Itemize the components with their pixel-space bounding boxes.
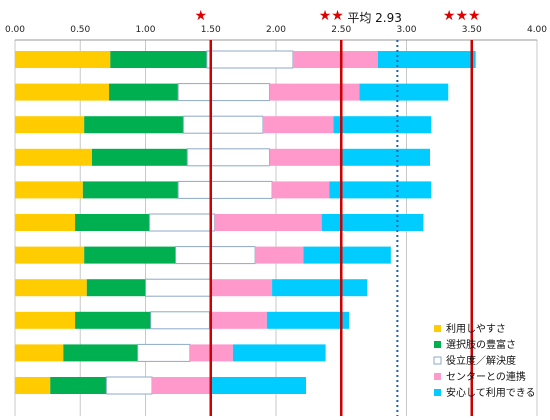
- bar-segment: [15, 116, 85, 134]
- x-axis-ticks: 0.00 0.50 1.00 1.50 2.00 2.50 3.00 3.50 4.00: [5, 25, 547, 35]
- bar-segment: [15, 83, 109, 101]
- bar-segment: [15, 279, 87, 297]
- bar-segment: [105, 376, 153, 395]
- bar-segment: [15, 344, 64, 362]
- bar-segment: [333, 116, 432, 134]
- bar-segment: [145, 278, 212, 297]
- bar-segment: [15, 246, 85, 264]
- bar-segment: [269, 83, 360, 101]
- bar-segment: [329, 181, 432, 199]
- legend-swatch: [433, 356, 442, 365]
- bar-segment: [359, 83, 449, 101]
- x-tick-label: 4.00: [527, 25, 547, 35]
- bar-segment: [232, 344, 326, 362]
- legend-swatch: [434, 373, 441, 380]
- bar-segment: [15, 148, 92, 166]
- bar-segment: [303, 246, 391, 264]
- bar-segment: [15, 51, 111, 68]
- bar-segment: [108, 83, 179, 101]
- x-tick-label: 3.00: [396, 25, 416, 35]
- bar-segment: [266, 311, 350, 329]
- legend-label: 選択肢の豊富さ: [446, 338, 516, 351]
- bar-segment: [148, 213, 216, 232]
- bar-segment: [292, 51, 378, 68]
- bar-segment: [82, 181, 179, 199]
- bar-segment: [210, 279, 273, 297]
- legend-label: 安心して利用できる: [446, 386, 536, 399]
- x-tick-label: 1.50: [201, 25, 221, 35]
- bar-segment: [84, 246, 176, 264]
- bar-segment: [269, 148, 340, 166]
- bar-segment: [91, 148, 188, 166]
- bar-segment: [272, 181, 330, 199]
- x-tick-label: 0.00: [5, 25, 25, 35]
- average-label: 平均 2.93: [347, 11, 402, 25]
- bar-segment: [152, 377, 211, 394]
- legend-swatch: [434, 341, 441, 348]
- bar-segment: [255, 246, 304, 264]
- bars: [15, 50, 476, 395]
- bar-segment: [262, 116, 334, 134]
- legend-label: センターとの連携: [446, 370, 526, 383]
- x-tick-label: 2.00: [266, 25, 286, 35]
- bar-segment: [175, 246, 256, 265]
- bar-segment: [377, 51, 476, 68]
- bar-segment: [182, 115, 264, 134]
- legend-swatch: [434, 389, 441, 396]
- x-tick-label: 0.50: [70, 25, 90, 35]
- bar-segment: [209, 311, 267, 329]
- star-icon: ★★★: [443, 8, 481, 24]
- bar-segment: [86, 279, 146, 297]
- reference-lines: 平均 2.93: [209, 11, 473, 416]
- x-tick-label: 3.50: [462, 25, 482, 35]
- bar-segment: [177, 180, 273, 199]
- bar-segment: [15, 311, 76, 329]
- bar-segment: [110, 51, 207, 68]
- bar-segment: [63, 344, 138, 362]
- star-icon: ★: [194, 8, 207, 24]
- bar-segment: [137, 343, 191, 362]
- bar-segment: [75, 214, 150, 231]
- bar-segment: [186, 148, 270, 167]
- x-tick-label: 2.50: [331, 25, 351, 35]
- bar-segment: [210, 377, 307, 394]
- bar-segment: [272, 279, 368, 297]
- legend-label: 役立度／解決度: [446, 354, 516, 367]
- legend-label: 利用しやすさ: [446, 323, 506, 335]
- bar-segment: [15, 214, 76, 231]
- bar-segment: [177, 83, 270, 102]
- star-icon: ★★: [319, 8, 344, 24]
- star-markers: ★ ★★ ★★★: [194, 8, 480, 24]
- bar-segment: [50, 377, 107, 394]
- bar-segment: [321, 214, 424, 231]
- bar-segment: [75, 311, 151, 329]
- bar-segment: [214, 214, 322, 231]
- x-tick-label: 1.00: [135, 25, 155, 35]
- bar-segment: [206, 50, 294, 69]
- bar-segment: [150, 311, 210, 330]
- bar-segment: [339, 148, 430, 166]
- bar-segment: [15, 181, 83, 199]
- bar-segment: [84, 116, 184, 134]
- bar-segment: [15, 377, 51, 394]
- legend-swatch: [434, 325, 441, 332]
